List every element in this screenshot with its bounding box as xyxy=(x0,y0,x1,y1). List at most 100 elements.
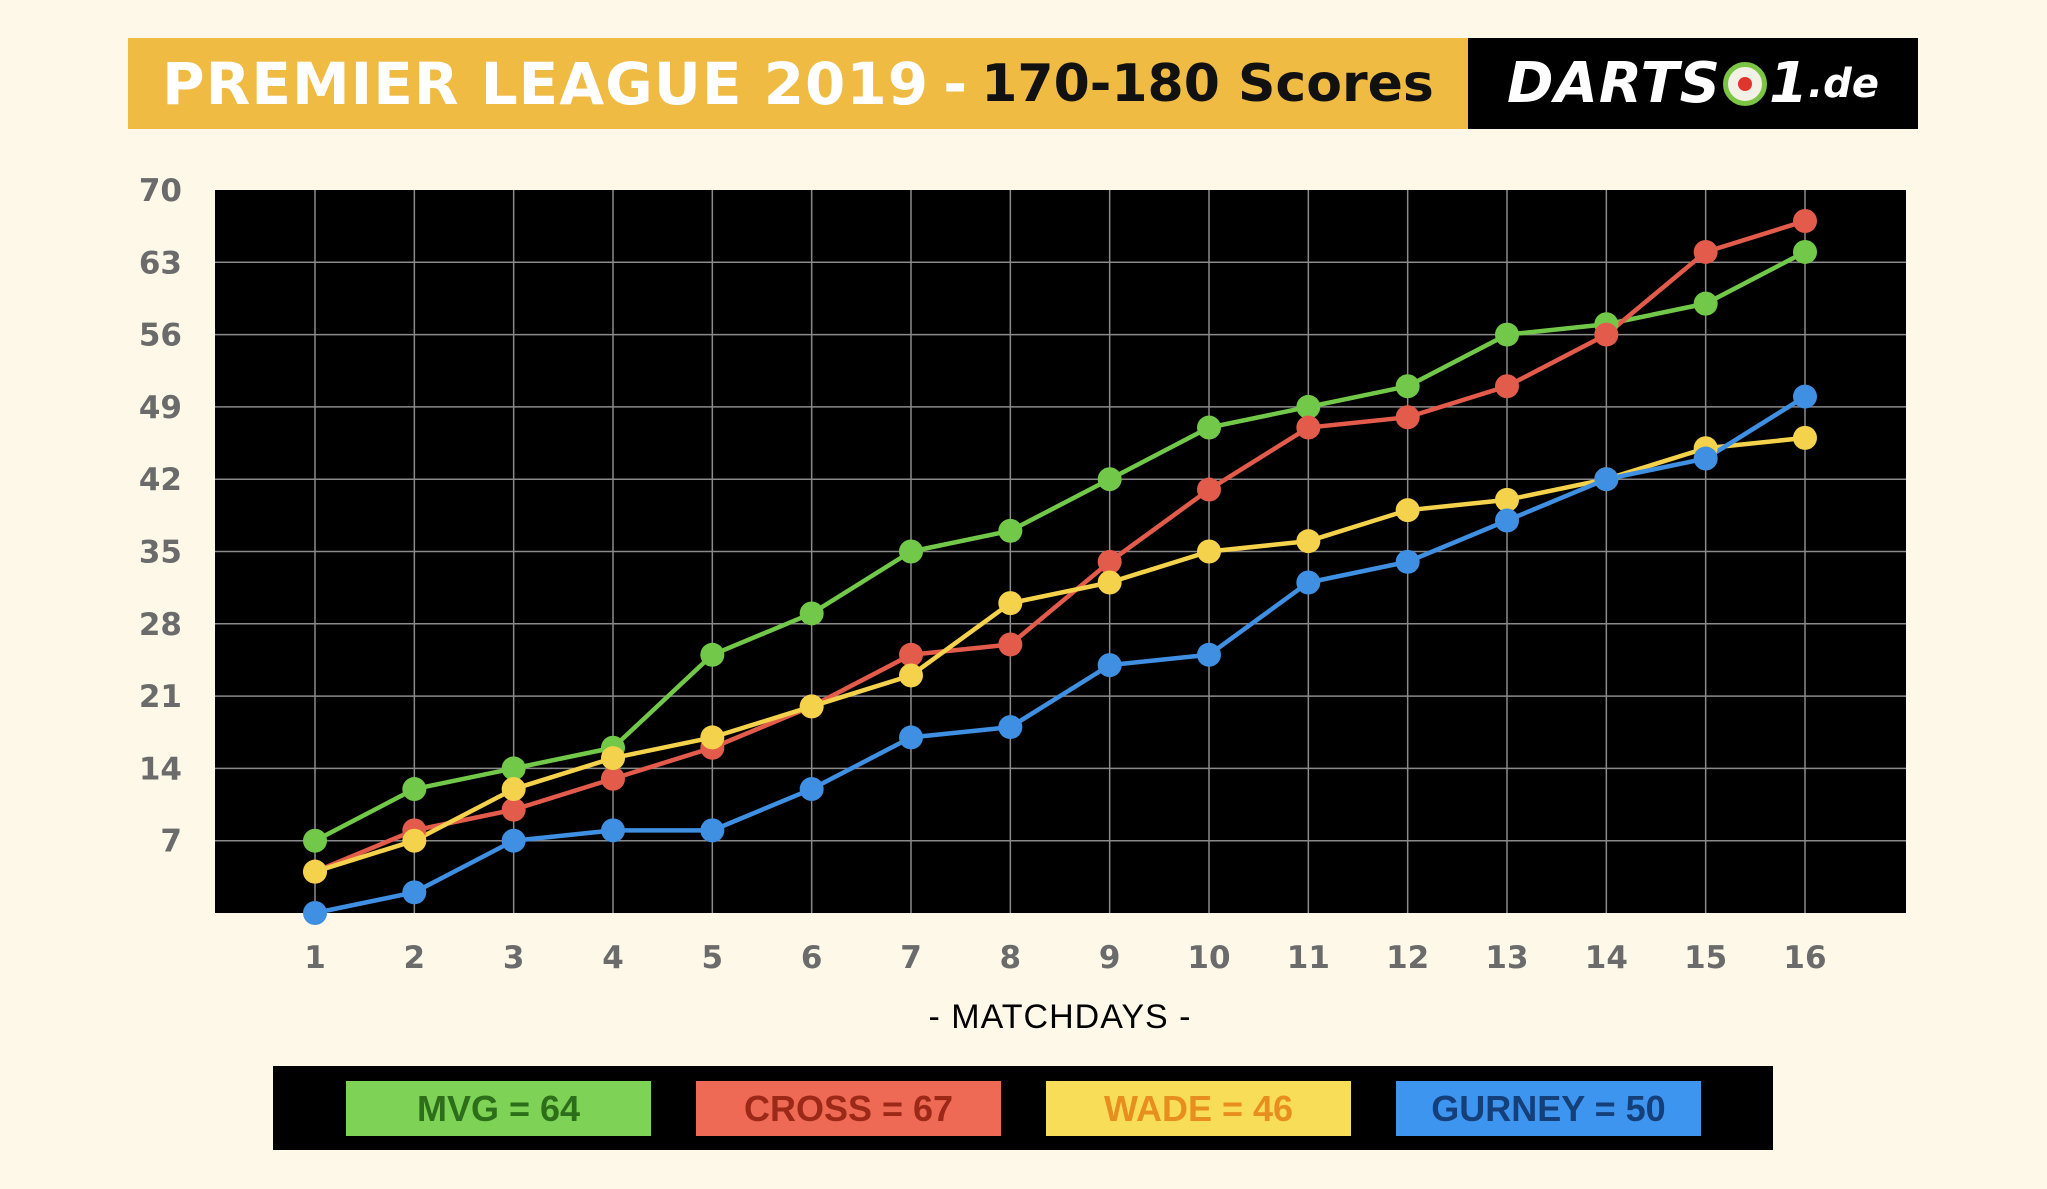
data-point-wade xyxy=(1197,539,1221,564)
data-point-gurney xyxy=(601,818,625,843)
data-point-cross xyxy=(1594,322,1619,347)
data-point-gurney xyxy=(799,777,824,802)
y-tick-label: 42 xyxy=(139,462,182,498)
x-tick-label: 7 xyxy=(900,940,922,976)
y-tick-label: 7 xyxy=(160,824,182,860)
x-tick-label: 2 xyxy=(404,940,426,976)
data-point-cross xyxy=(1495,374,1519,399)
x-tick-label: 9 xyxy=(1099,940,1121,976)
x-tick-label: 13 xyxy=(1485,940,1528,976)
data-point-wade xyxy=(303,859,327,884)
data-point-cross xyxy=(501,797,526,822)
data-point-wade xyxy=(1793,425,1817,450)
x-tick-label: 3 xyxy=(503,940,525,976)
data-point-gurney xyxy=(402,880,427,905)
data-point-mvg xyxy=(1296,394,1321,419)
series-line-wade xyxy=(314,435,1806,874)
series-line-mvg xyxy=(313,249,1807,843)
data-point-mvg xyxy=(402,777,427,802)
data-point-mvg xyxy=(700,642,725,667)
x-tick-label: 6 xyxy=(801,940,823,976)
data-point-mvg xyxy=(1793,239,1817,264)
data-point-cross xyxy=(1197,477,1221,502)
data-point-mvg xyxy=(1197,415,1221,440)
x-tick-label: 11 xyxy=(1287,940,1330,976)
y-tick-label: 70 xyxy=(139,173,182,209)
x-tick-label: 10 xyxy=(1187,940,1230,976)
data-point-mvg xyxy=(799,601,824,626)
title-separator: - xyxy=(943,49,968,118)
dartboard-icon xyxy=(1723,61,1768,106)
logo-number: 1 xyxy=(1769,51,1808,116)
y-tick-label: 28 xyxy=(139,607,182,643)
data-point-wade xyxy=(998,591,1023,616)
logo-text: DARTS xyxy=(1507,51,1722,116)
y-tick-label: 49 xyxy=(139,390,182,426)
data-point-gurney xyxy=(1594,467,1619,492)
legend-item-cross: CROSS = 67 xyxy=(696,1081,1001,1136)
data-point-mvg xyxy=(501,756,526,781)
data-point-cross xyxy=(899,642,923,667)
x-tick-label: 8 xyxy=(1000,940,1022,976)
data-point-cross xyxy=(1693,239,1718,264)
header-banner: PREMIER LEAGUE 2019 - 170-180 Scores DAR… xyxy=(128,38,1918,129)
data-point-cross xyxy=(1097,549,1122,574)
x-tick-label: 14 xyxy=(1585,940,1628,976)
data-point-cross xyxy=(1395,405,1420,430)
y-tick-label: 63 xyxy=(139,245,182,281)
data-point-gurney xyxy=(501,828,526,853)
data-point-gurney xyxy=(1793,384,1817,409)
data-point-mvg xyxy=(1395,374,1420,399)
data-point-gurney xyxy=(1395,549,1420,574)
x-tick-label: 16 xyxy=(1783,940,1826,976)
legend-item-gurney: GURNEY = 50 xyxy=(1396,1081,1701,1136)
data-point-cross xyxy=(1793,208,1817,233)
data-point-wade xyxy=(1395,498,1420,523)
x-tick-label: 15 xyxy=(1684,940,1727,976)
series-line-cross xyxy=(314,218,1806,874)
data-point-mvg xyxy=(303,828,327,853)
data-point-mvg xyxy=(998,518,1023,543)
x-tick-label: 1 xyxy=(304,940,326,976)
y-tick-label: 35 xyxy=(139,535,182,571)
data-point-mvg xyxy=(1097,467,1122,492)
data-point-wade xyxy=(601,746,625,771)
chart-title: PREMIER LEAGUE 2019 - 170-180 Scores xyxy=(128,38,1468,129)
x-tick-label: 5 xyxy=(702,940,724,976)
y-tick-label: 21 xyxy=(139,679,182,715)
data-point-gurney xyxy=(700,818,725,843)
data-point-wade xyxy=(899,663,923,688)
data-point-gurney xyxy=(1693,446,1718,471)
legend-item-mvg: MVG = 64 xyxy=(346,1081,651,1136)
title-subtitle: 170-180 Scores xyxy=(981,53,1434,114)
series-line-gurney xyxy=(314,394,1807,916)
logo: DARTS 1 .de xyxy=(1468,38,1918,129)
logo-suffix: .de xyxy=(1807,60,1879,107)
data-point-cross xyxy=(1296,415,1321,440)
y-tick-label: 56 xyxy=(139,318,182,354)
data-point-gurney xyxy=(303,901,327,925)
data-point-gurney xyxy=(998,715,1023,740)
x-axis-label: - MATCHDAYS - xyxy=(928,998,1192,1036)
y-tick-label: 14 xyxy=(139,751,182,787)
data-point-wade xyxy=(1296,529,1321,554)
x-tick-label: 4 xyxy=(602,940,624,976)
data-point-mvg xyxy=(899,539,923,564)
data-point-gurney xyxy=(1197,642,1221,667)
title-main: PREMIER LEAGUE 2019 xyxy=(162,49,930,118)
data-point-wade xyxy=(799,694,824,719)
x-tick-label: 12 xyxy=(1386,940,1429,976)
data-point-gurney xyxy=(1296,570,1321,595)
data-point-mvg xyxy=(1693,291,1718,316)
data-point-cross xyxy=(998,632,1023,657)
data-point-wade xyxy=(501,777,526,802)
data-point-gurney xyxy=(899,725,923,750)
data-point-cross xyxy=(601,766,625,791)
data-point-wade xyxy=(1097,570,1122,595)
data-point-gurney xyxy=(1495,508,1519,533)
data-point-wade xyxy=(402,828,427,853)
data-point-wade xyxy=(700,725,725,750)
legend-item-wade: WADE = 46 xyxy=(1046,1081,1351,1136)
legend: MVG = 64 CROSS = 67 WADE = 46 GURNEY = 5… xyxy=(273,1066,1773,1150)
data-point-mvg xyxy=(1495,322,1519,347)
